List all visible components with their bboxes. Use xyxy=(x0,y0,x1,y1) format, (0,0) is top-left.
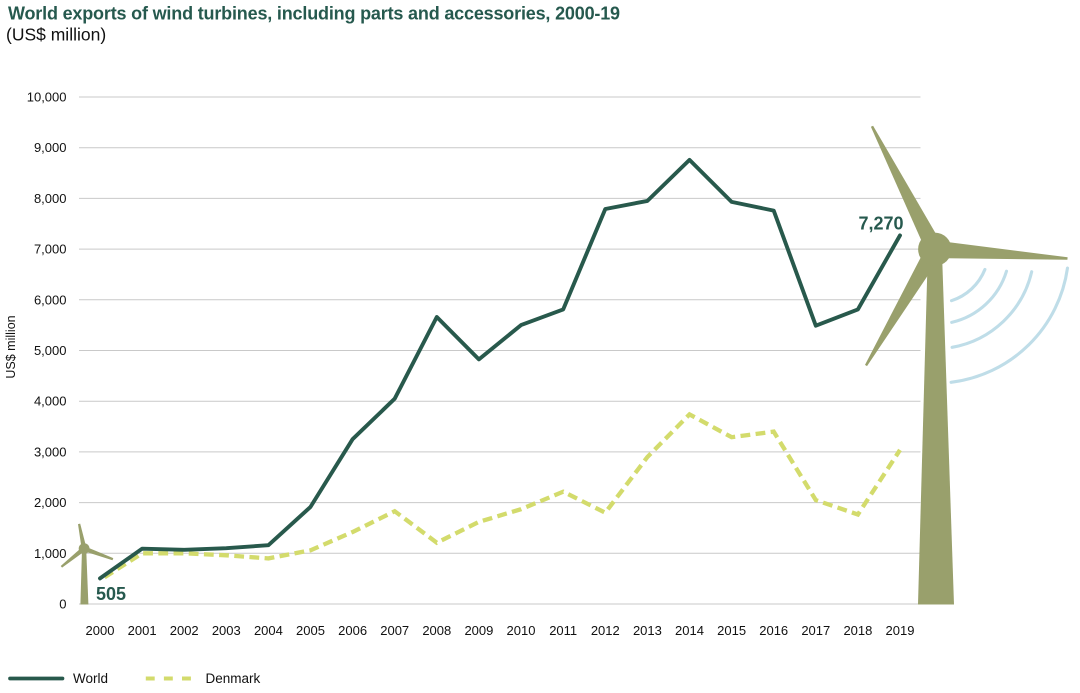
svg-text:2002: 2002 xyxy=(170,623,199,638)
svg-text:2011: 2011 xyxy=(549,623,577,638)
svg-text:2010: 2010 xyxy=(507,623,536,638)
svg-text:0: 0 xyxy=(59,597,66,612)
svg-text:2012: 2012 xyxy=(591,623,620,638)
svg-text:7,270: 7,270 xyxy=(859,214,904,234)
svg-text:2003: 2003 xyxy=(212,623,241,638)
svg-text:10,000: 10,000 xyxy=(27,90,67,105)
svg-text:World exports of wind turbines: World exports of wind turbines, includin… xyxy=(8,4,620,24)
svg-text:2005: 2005 xyxy=(296,623,325,638)
svg-text:3,000: 3,000 xyxy=(34,444,67,459)
svg-text:8,000: 8,000 xyxy=(34,191,67,206)
svg-text:2008: 2008 xyxy=(422,623,451,638)
svg-text:5,000: 5,000 xyxy=(34,343,67,358)
svg-text:2018: 2018 xyxy=(843,623,872,638)
svg-text:2017: 2017 xyxy=(801,623,830,638)
svg-text:2001: 2001 xyxy=(128,623,157,638)
svg-text:505: 505 xyxy=(96,584,126,604)
svg-text:2004: 2004 xyxy=(254,623,283,638)
svg-text:2015: 2015 xyxy=(717,623,746,638)
svg-text:World: World xyxy=(73,671,108,686)
svg-text:6,000: 6,000 xyxy=(34,292,67,307)
svg-text:Denmark: Denmark xyxy=(206,671,261,686)
svg-text:2,000: 2,000 xyxy=(34,495,67,510)
svg-text:9,000: 9,000 xyxy=(34,140,67,155)
svg-text:7,000: 7,000 xyxy=(34,242,67,257)
svg-text:4,000: 4,000 xyxy=(34,394,67,409)
svg-text:2019: 2019 xyxy=(886,623,915,638)
svg-text:2000: 2000 xyxy=(86,623,115,638)
svg-text:2009: 2009 xyxy=(464,623,493,638)
svg-text:2014: 2014 xyxy=(675,623,704,638)
svg-text:US$ million: US$ million xyxy=(4,315,18,378)
svg-text:1,000: 1,000 xyxy=(34,546,67,561)
svg-text:(US$ million): (US$ million) xyxy=(6,25,106,45)
svg-text:2013: 2013 xyxy=(633,623,662,638)
svg-text:2007: 2007 xyxy=(380,623,409,638)
svg-text:2016: 2016 xyxy=(759,623,788,638)
svg-text:2006: 2006 xyxy=(338,623,367,638)
